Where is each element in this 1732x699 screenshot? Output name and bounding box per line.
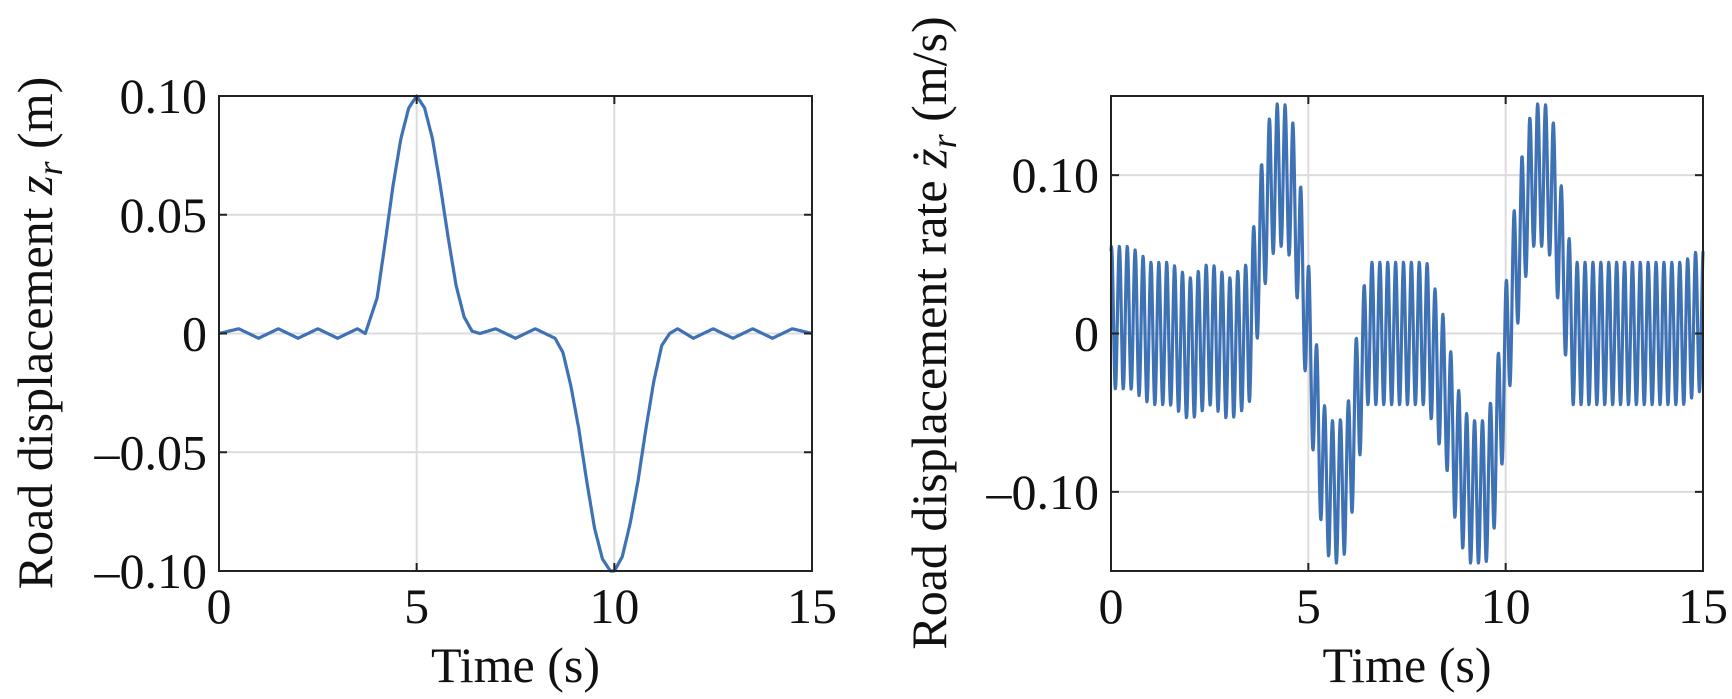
x-tick-label: 5 [404, 578, 429, 634]
series-line [1109, 102, 1705, 565]
x-tick-label: 0 [1099, 578, 1124, 634]
y-tick-label: 0.10 [120, 68, 208, 124]
x-axis-label: Time (s) [1322, 637, 1491, 693]
y-tick-label: 0 [1074, 306, 1099, 362]
series-line [218, 94, 813, 573]
y-axis-label: Road displacement zr (m) [7, 77, 70, 590]
x-tick-label: 15 [787, 578, 837, 634]
y-tick-label: 0 [182, 306, 207, 362]
y-axis-label: Road displacement rate żr (m/s) [901, 16, 964, 649]
y-tick-label: –0.10 [94, 543, 208, 599]
y-tick-label: –0.10 [986, 464, 1100, 520]
x-tick-label: 5 [1296, 578, 1321, 634]
chart-2: 0 5 10 15 0.10 0 –0.10 Time (s) Road displacemen… [901, 16, 1728, 693]
x-tick-label: 10 [589, 578, 639, 634]
x-tick-label: 0 [207, 578, 232, 634]
y-tick-label: 0.10 [1012, 147, 1100, 203]
y-tick-label: –0.05 [94, 424, 208, 480]
x-tick-label: 15 [1678, 578, 1728, 634]
x-axis-label: Time (s) [431, 637, 600, 693]
chart-1: 0 5 10 15 0.10 0.05 0 –0.05 –0.10 Time (s) Road di… [7, 68, 837, 693]
y-tick-label: 0.05 [120, 187, 208, 243]
x-tick-label: 10 [1481, 578, 1531, 634]
